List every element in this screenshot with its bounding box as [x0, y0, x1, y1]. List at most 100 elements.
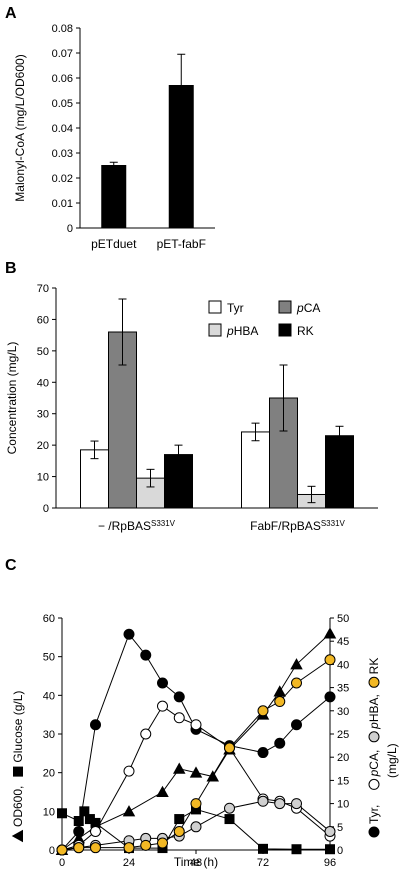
point-pHBA [274, 798, 286, 810]
point-RK [157, 837, 168, 849]
point-OD600 [122, 805, 136, 817]
right-y-tick-label: 30 [337, 706, 349, 718]
left-label-marker-triangle [11, 829, 23, 843]
series-line-Tyr [61, 633, 331, 851]
point-RK [224, 742, 235, 754]
point-pHBA [291, 798, 302, 810]
point-Tyr [324, 691, 336, 703]
right-y-tick-label: 35 [337, 683, 349, 695]
point-OD600 [189, 766, 203, 778]
right-label-italic: p [367, 722, 381, 730]
point-pHBA [324, 825, 336, 837]
point-RK [324, 654, 336, 666]
left-axis-label: OD600, Glucose (g/L) [11, 691, 25, 843]
legend-swatch-pHBA [208, 323, 222, 337]
left-y-tick-label: 40 [43, 690, 55, 702]
point-Glucose [325, 844, 335, 855]
left-y-tick-label: 10 [43, 806, 55, 818]
bar-RK [325, 435, 354, 509]
right-y-tick-label: 15 [337, 775, 349, 787]
point-Tyr [291, 719, 302, 731]
point-RK [90, 842, 101, 854]
right-label-text: pCA, [367, 750, 381, 778]
left-y-tick-label: 60 [43, 613, 55, 625]
point-pHBA [190, 821, 202, 833]
panel-letter-b: B [5, 260, 17, 277]
point-Glucose [90, 817, 101, 828]
x-tick-label: pET-fabF [157, 237, 206, 251]
right-axis-label: Tyr, pCA, pHBA, RK (mg/L) [367, 658, 399, 838]
point-Glucose [84, 814, 95, 825]
right-label-text: Tyr, [367, 805, 381, 824]
x-group-label-main: − /RpBAS [98, 519, 151, 533]
right-label-marker-circle-black [368, 826, 380, 838]
legend-label-italic: p [296, 301, 304, 315]
point-OD600 [206, 770, 219, 782]
point-OD600 [72, 832, 85, 844]
right-y-tick-label: 0 [337, 845, 343, 857]
point-Glucose [258, 843, 268, 854]
right-label-marker-circle-white [368, 778, 380, 790]
point-Tyr [140, 649, 152, 661]
x-group-label-sup: S331V [151, 519, 176, 528]
legend-label-RK: RK [297, 324, 314, 338]
right-y-tick-label: 10 [337, 799, 349, 811]
right-label-rest: HBA, [367, 694, 381, 722]
legend-label-Tyr: Tyr [227, 301, 244, 315]
y-tick-label: 0.02 [52, 173, 73, 185]
right-label-unit: (mg/L) [385, 743, 399, 778]
point-Tyr [173, 691, 185, 703]
y-tick-label: 0.04 [52, 123, 73, 135]
panel-c: C 0 10 20 30 40 50 60 0 5 10 15 20 25 30 35 40 45 50 0 24 48 7… [5, 557, 399, 869]
point-Glucose [191, 804, 201, 815]
x-tick-label: 96 [324, 857, 336, 869]
panel-a: A 0 0.01 0.02 0.03 0.04 0.05 0.06 0.07 0.08 Malony… [5, 5, 215, 251]
x-group-label-main: FabF/RpBAS [250, 519, 321, 533]
left-y-tick-label: 0 [49, 845, 55, 857]
x-tick-label: 24 [123, 857, 135, 869]
y-tick-label: 10 [37, 472, 49, 484]
point-pHBA [257, 795, 269, 807]
right-label-text: pHBA, [367, 694, 381, 730]
point-OD600 [173, 762, 186, 774]
y-axis-label: Concentration (mg/L) [5, 342, 19, 455]
y-tick-label: 60 [37, 314, 49, 326]
x-tick-label: pETduet [91, 237, 137, 251]
right-label-text: RK [367, 658, 381, 675]
panel-b: B 0 10 20 30 40 50 60 70 Concentration (mg/L) − /R… [5, 260, 378, 533]
right-label-marker-circle-orange [368, 676, 380, 688]
point-OD600 [290, 658, 303, 670]
point-Tyr [123, 628, 135, 640]
y-tick-label: 70 [37, 283, 49, 295]
legend-label-pCA: pCA [296, 301, 320, 315]
point-RK [291, 677, 302, 689]
series-line-OD600 [61, 633, 331, 851]
right-y-tick-label: 5 [337, 822, 343, 834]
point-pCA [173, 712, 185, 724]
point-OD600 [273, 685, 286, 697]
right-y-tick-label: 50 [337, 613, 349, 625]
right-y-tick-label: 45 [337, 636, 349, 648]
x-tick-label: 0 [59, 857, 65, 869]
left-y-tick-label: 30 [43, 729, 55, 741]
y-tick-label: 0.01 [52, 198, 73, 210]
left-y-tick-label: 20 [43, 768, 55, 780]
point-Tyr [257, 747, 269, 759]
left-label-text: Glucose (g/L) [11, 691, 25, 763]
point-pCA [140, 728, 152, 740]
point-Tyr [157, 677, 168, 689]
panel-letter-a: A [5, 5, 17, 22]
y-tick-label: 0 [43, 503, 49, 515]
legend-swatch-Tyr [208, 300, 222, 314]
right-y-tick-label: 20 [337, 752, 349, 764]
point-Glucose [174, 814, 185, 825]
point-RK [56, 844, 68, 856]
point-RK [257, 705, 269, 717]
x-group-label: − /RpBASS331V [98, 519, 176, 534]
y-tick-label: 30 [37, 409, 49, 421]
bar-Tyr [241, 431, 270, 509]
point-pCA [190, 719, 202, 731]
x-group-label: FabF/RpBASS331V [250, 519, 345, 534]
point-pHBA [224, 802, 235, 814]
legend-label-italic: p [226, 324, 234, 338]
